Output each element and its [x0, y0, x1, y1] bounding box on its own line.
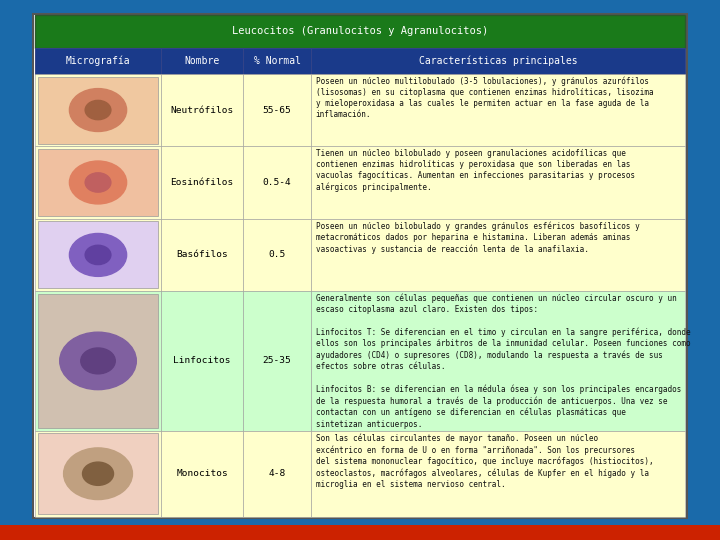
Text: 0.5: 0.5 [269, 251, 286, 259]
FancyBboxPatch shape [0, 525, 720, 540]
FancyBboxPatch shape [35, 15, 685, 48]
Text: 55-65: 55-65 [263, 105, 292, 114]
Circle shape [85, 245, 111, 265]
FancyBboxPatch shape [38, 77, 158, 144]
FancyBboxPatch shape [35, 431, 161, 517]
Text: Micrografía: Micrografía [66, 56, 130, 66]
FancyBboxPatch shape [38, 149, 158, 216]
FancyBboxPatch shape [243, 146, 311, 219]
FancyBboxPatch shape [243, 431, 311, 517]
FancyBboxPatch shape [311, 74, 685, 146]
Text: Características principales: Características principales [419, 56, 577, 66]
Text: Generalmente son células pequeñas que contienen un núcleo circular oscuro y un
e: Generalmente son células pequeñas que co… [315, 294, 690, 429]
FancyBboxPatch shape [38, 294, 158, 428]
FancyBboxPatch shape [243, 48, 311, 74]
Text: Tienen un núcleo bilobulado y poseen granulaciones acidofílicas que
contienen en: Tienen un núcleo bilobulado y poseen gra… [315, 149, 634, 192]
Circle shape [69, 161, 127, 204]
FancyBboxPatch shape [38, 434, 158, 514]
Circle shape [69, 233, 127, 276]
Circle shape [60, 332, 136, 390]
Circle shape [63, 448, 132, 500]
FancyBboxPatch shape [161, 74, 243, 146]
FancyBboxPatch shape [161, 219, 243, 291]
Text: Poseen un núcleo multilobulado (3-5 lobulaciones), y gránulos azurófilos
(lisoso: Poseen un núcleo multilobulado (3-5 lobu… [315, 76, 653, 119]
Circle shape [85, 173, 111, 192]
Text: Poseen un núcleo bilobulado y grandes gránulos esféricos basofílicos y
metacromá: Poseen un núcleo bilobulado y grandes gr… [315, 221, 639, 254]
Circle shape [83, 462, 114, 485]
Circle shape [69, 89, 127, 131]
Text: Neutrófilos: Neutrófilos [171, 105, 234, 114]
FancyBboxPatch shape [311, 219, 685, 291]
Circle shape [81, 348, 115, 374]
Text: 0.5-4: 0.5-4 [263, 178, 292, 187]
Text: % Normal: % Normal [253, 56, 300, 66]
Text: Linfocitos: Linfocitos [174, 356, 231, 366]
FancyBboxPatch shape [35, 219, 161, 291]
FancyBboxPatch shape [38, 221, 158, 288]
FancyBboxPatch shape [311, 431, 685, 517]
FancyBboxPatch shape [243, 219, 311, 291]
FancyBboxPatch shape [35, 146, 161, 219]
FancyBboxPatch shape [35, 291, 161, 431]
FancyBboxPatch shape [311, 146, 685, 219]
FancyBboxPatch shape [33, 14, 687, 518]
FancyBboxPatch shape [311, 48, 685, 74]
FancyBboxPatch shape [243, 74, 311, 146]
Text: 4-8: 4-8 [269, 469, 286, 478]
FancyBboxPatch shape [35, 74, 161, 146]
FancyBboxPatch shape [311, 291, 685, 431]
FancyBboxPatch shape [161, 146, 243, 219]
Text: 25-35: 25-35 [263, 356, 292, 366]
FancyBboxPatch shape [35, 48, 161, 74]
FancyBboxPatch shape [243, 291, 311, 431]
FancyBboxPatch shape [161, 431, 243, 517]
Text: Monocitos: Monocitos [176, 469, 228, 478]
Text: Son las células circulantes de mayor tamaño. Poseen un núcleo
excéntrico en form: Son las células circulantes de mayor tam… [315, 433, 653, 489]
Text: Basófilos: Basófilos [176, 251, 228, 259]
Text: Eosinófilos: Eosinófilos [171, 178, 234, 187]
Text: Leucocitos (Granulocitos y Agranulocitos): Leucocitos (Granulocitos y Agranulocitos… [232, 26, 488, 36]
FancyBboxPatch shape [161, 48, 243, 74]
FancyBboxPatch shape [161, 291, 243, 431]
Circle shape [85, 100, 111, 120]
Text: Nombre: Nombre [184, 56, 220, 66]
